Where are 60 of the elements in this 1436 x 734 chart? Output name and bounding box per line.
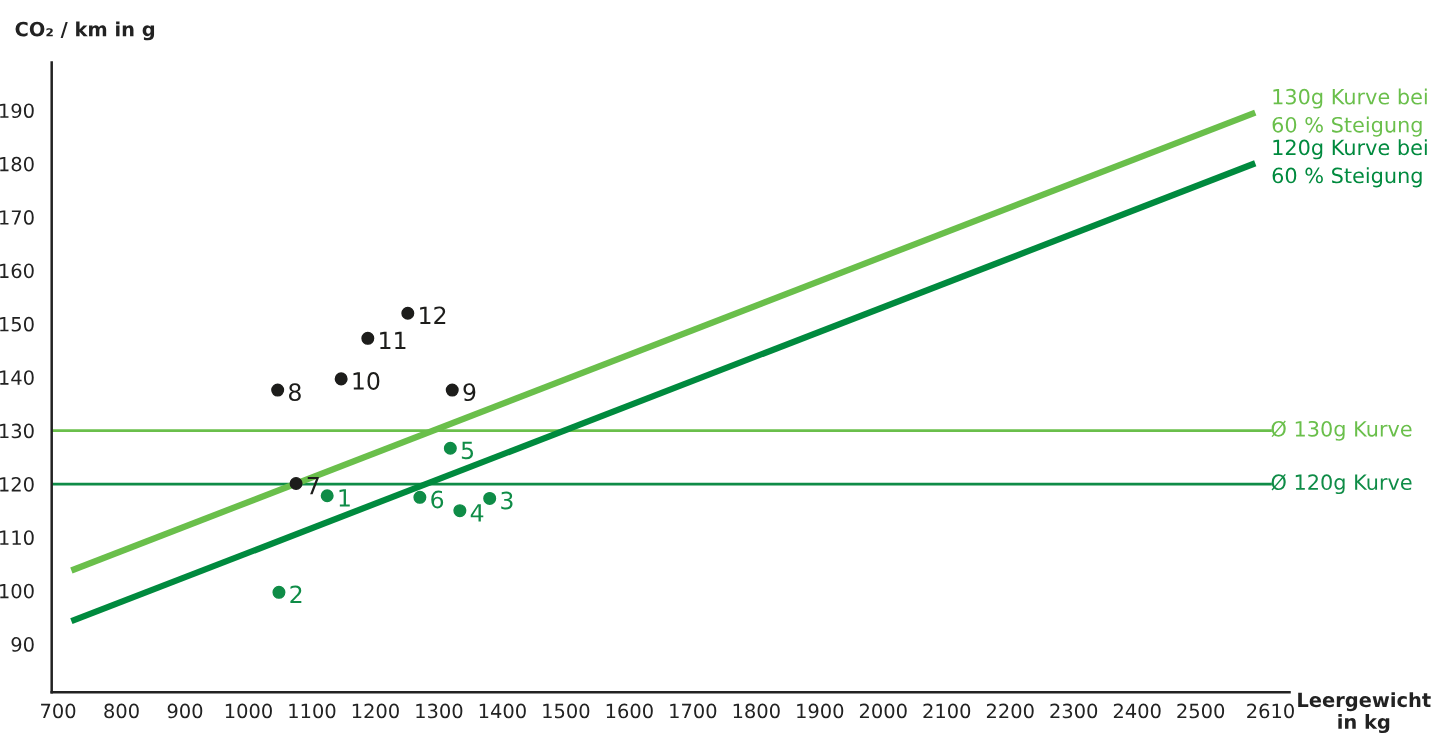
x-tick-label: 2500 <box>1177 703 1225 719</box>
x-axis-title: Leergewicht in kg <box>1298 692 1431 734</box>
x-tick-label: 1300 <box>416 703 463 719</box>
point <box>483 491 497 505</box>
y-tick-label: 120 <box>0 476 34 492</box>
y-tick-label: 100 <box>0 583 34 599</box>
annotation: 4 <box>470 504 484 522</box>
y-axis-title: CO₂ / km in g <box>15 21 155 41</box>
ref-line-label: Ø 130g Kurve <box>1271 420 1412 441</box>
point <box>445 383 459 397</box>
point <box>413 490 427 504</box>
annotation: 2 <box>290 585 302 604</box>
annotation: 1 <box>339 489 350 507</box>
annotation: 6 <box>431 490 444 509</box>
x-tick-label: 1200 <box>352 703 399 719</box>
y-tick-label: 140 <box>0 370 34 385</box>
annotation: 5 <box>461 441 474 460</box>
series-label: 120g Kurve bei 60 % Steigung <box>1272 139 1427 188</box>
y-tick-label: 170 <box>0 210 34 225</box>
x-tick-label: 2000 <box>859 703 907 719</box>
x-tick-label: 900 <box>167 703 203 719</box>
point <box>271 383 285 397</box>
x-tick-label: 2300 <box>1050 703 1098 719</box>
point <box>453 504 467 518</box>
y-tick-label: 190 <box>0 103 34 119</box>
annotation: 10 <box>353 372 380 390</box>
x-tick-label: 2400 <box>1113 703 1161 719</box>
point <box>289 476 303 490</box>
x-tick-label: 2610 <box>1247 703 1294 719</box>
y-tick-label: 130 <box>0 423 34 439</box>
point <box>443 441 457 455</box>
annotation: 8 <box>289 383 301 402</box>
point <box>320 489 334 503</box>
annotation: 9 <box>463 383 476 402</box>
x-tick-label: 1900 <box>797 703 844 719</box>
x-tick-label: 1600 <box>606 703 653 719</box>
annotation: 3 <box>501 491 513 510</box>
annotation: 11 <box>380 331 406 349</box>
y-tick-label: 150 <box>0 316 34 332</box>
point <box>272 585 286 599</box>
x-tick-label: 700 <box>41 703 76 719</box>
x-tick-label: 1700 <box>670 703 717 719</box>
annotation: 12 <box>420 306 446 324</box>
point <box>401 306 415 320</box>
x-tick-label: 1400 <box>479 703 526 719</box>
y-tick-label: 160 <box>0 263 34 279</box>
point <box>361 331 375 345</box>
y-tick-label: 110 <box>0 530 34 546</box>
x-tick-label: 1800 <box>733 703 780 719</box>
ref-line-label: Ø 120g Kurve <box>1271 473 1412 495</box>
y-tick-label: 90 <box>11 637 34 652</box>
x-tick-label: 1000 <box>225 703 272 719</box>
x-tick-label: 2200 <box>986 703 1034 719</box>
x-tick-label: 800 <box>104 703 139 719</box>
point <box>334 372 348 386</box>
x-tick-label: 1500 <box>543 703 590 719</box>
x-tick-label: 2100 <box>923 703 971 719</box>
y-tick-label: 180 <box>0 156 34 172</box>
series-label: 130g Kurve bei 60 % Steigung <box>1272 88 1427 137</box>
x-tick-label: 1100 <box>289 703 336 719</box>
